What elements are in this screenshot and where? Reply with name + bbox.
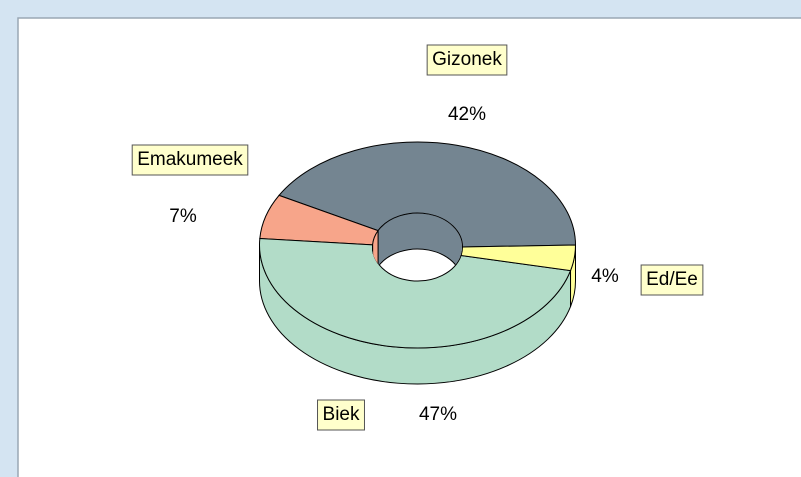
- value-label: 47%: [419, 404, 457, 425]
- category-label: Biek: [323, 404, 360, 425]
- label-box: [640, 264, 704, 296]
- value-label: 7%: [169, 206, 197, 227]
- category-label: Emakumeek: [137, 149, 243, 170]
- value-label: 42%: [448, 104, 486, 125]
- label-box: [426, 44, 508, 76]
- category-label: Ed/Ee: [646, 269, 698, 290]
- slice: [460, 244, 577, 272]
- slice: [278, 141, 577, 248]
- slice: [259, 238, 572, 349]
- label-box: [131, 144, 249, 176]
- label-box: [317, 399, 365, 431]
- category-label: Gizonek: [432, 49, 502, 70]
- value-label: 4%: [591, 266, 619, 287]
